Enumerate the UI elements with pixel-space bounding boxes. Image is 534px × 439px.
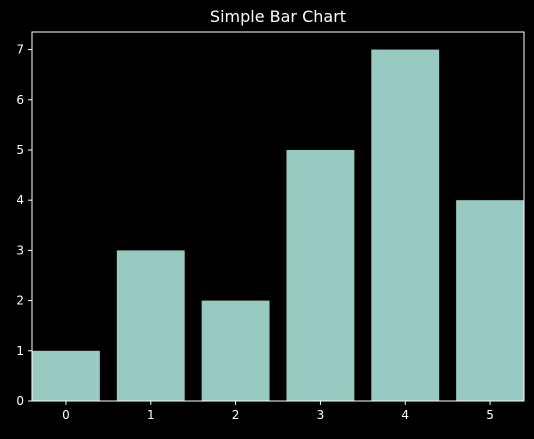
y-tick-label: 1 xyxy=(16,344,24,358)
bar-3 xyxy=(286,149,355,401)
bar-5 xyxy=(456,200,524,401)
y-tick-label: 3 xyxy=(16,243,24,257)
bars-group xyxy=(32,49,524,401)
x-tick-label: 3 xyxy=(317,408,325,422)
chart-title: Simple Bar Chart xyxy=(210,7,346,26)
y-tick-label: 4 xyxy=(16,193,24,207)
y-tick-label: 2 xyxy=(16,294,24,308)
x-tick-label: 4 xyxy=(401,408,409,422)
bar-4 xyxy=(371,49,440,401)
y-tick-label: 7 xyxy=(16,43,24,57)
plot-frame xyxy=(31,31,525,402)
bar-1 xyxy=(116,250,185,401)
x-tick-label: 5 xyxy=(486,408,494,422)
x-axis: 0 1 2 3 4 5 xyxy=(62,401,494,422)
bar-0 xyxy=(32,350,100,401)
x-tick-label: 1 xyxy=(147,408,155,422)
y-tick-label: 6 xyxy=(16,93,24,107)
x-tick-label: 0 xyxy=(62,408,70,422)
y-tick-label: 0 xyxy=(16,394,24,408)
y-axis: 0 1 2 3 4 5 6 7 xyxy=(16,43,32,408)
bar-2 xyxy=(201,300,270,401)
y-tick-label: 5 xyxy=(16,143,24,157)
x-tick-label: 2 xyxy=(232,408,240,422)
